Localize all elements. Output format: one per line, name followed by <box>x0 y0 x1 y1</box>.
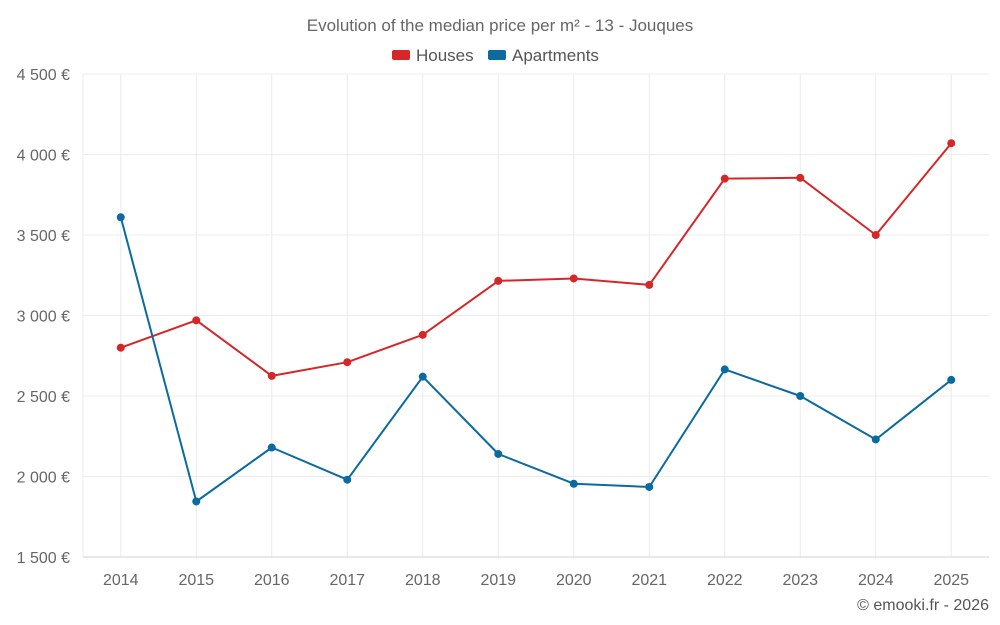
series-line-houses <box>120 142 953 377</box>
data-point-apartments[interactable] <box>569 479 578 488</box>
y-tick-label: 4 500 € <box>17 67 70 84</box>
x-tick-label: 2020 <box>556 572 592 589</box>
y-tick-label: 3 500 € <box>17 228 70 245</box>
series-line-apartments <box>119 217 952 503</box>
data-point-houses[interactable] <box>796 173 805 182</box>
data-point-apartments[interactable] <box>871 435 880 444</box>
data-point-houses[interactable] <box>871 231 880 239</box>
x-tick-label: 2019 <box>480 572 516 589</box>
legend-swatch-apartments <box>488 50 506 60</box>
x-tick-label: 2024 <box>858 572 894 589</box>
data-point-houses[interactable] <box>267 371 276 380</box>
data-point-houses[interactable] <box>947 139 956 148</box>
data-point-apartments[interactable] <box>947 375 956 384</box>
data-point-houses[interactable] <box>418 330 427 339</box>
data-point-apartments[interactable] <box>796 392 805 400</box>
data-point-apartments[interactable] <box>343 475 352 484</box>
axes: 1 500 € 2 000 € 2 500 € 3 000 € 3 500 € 4 000… <box>17 67 989 589</box>
data-point-houses[interactable] <box>192 316 201 325</box>
data-point-apartments[interactable] <box>720 365 729 374</box>
data-point-apartments[interactable] <box>645 482 654 491</box>
y-tick-label: 2 500 € <box>17 389 70 406</box>
data-point-houses[interactable] <box>720 174 729 183</box>
y-tick-label: 3 000 € <box>17 309 70 326</box>
x-tick-label: 2016 <box>254 572 290 589</box>
series <box>116 139 956 506</box>
y-tick-label: 1 500 € <box>17 550 70 567</box>
x-tick-label: 2021 <box>631 572 667 589</box>
legend-label-apartments[interactable]: Apartments <box>512 46 599 65</box>
data-point-houses[interactable] <box>494 276 503 285</box>
chart-title: Evolution of the median price per m² - 1… <box>307 16 693 35</box>
data-point-apartments[interactable] <box>192 497 201 506</box>
data-point-apartments[interactable] <box>267 443 276 452</box>
data-point-apartments[interactable] <box>494 449 503 458</box>
x-tick-label: 2018 <box>405 572 441 589</box>
x-tick-label: 2015 <box>178 572 214 589</box>
x-tick-label: 2014 <box>103 572 139 589</box>
x-tick-label: 2022 <box>707 572 743 589</box>
grid <box>82 73 989 557</box>
x-tick-label: 2017 <box>329 572 365 589</box>
data-point-apartments[interactable] <box>418 372 427 381</box>
legend: Houses Apartments <box>392 46 599 65</box>
x-tick-label: 2025 <box>933 572 969 589</box>
legend-swatch-houses <box>392 50 410 60</box>
data-point-houses[interactable] <box>343 358 352 367</box>
legend-label-houses[interactable]: Houses <box>416 46 474 65</box>
y-tick-label: 4 000 € <box>17 148 70 165</box>
data-point-houses[interactable] <box>645 280 654 289</box>
credit-text: © emooki.fr - 2026 <box>857 597 989 614</box>
data-point-houses[interactable] <box>116 343 125 352</box>
data-point-apartments[interactable] <box>116 213 125 222</box>
y-tick-label: 2 000 € <box>17 470 70 487</box>
data-point-houses[interactable] <box>569 274 578 283</box>
x-tick-label: 2023 <box>782 572 818 589</box>
